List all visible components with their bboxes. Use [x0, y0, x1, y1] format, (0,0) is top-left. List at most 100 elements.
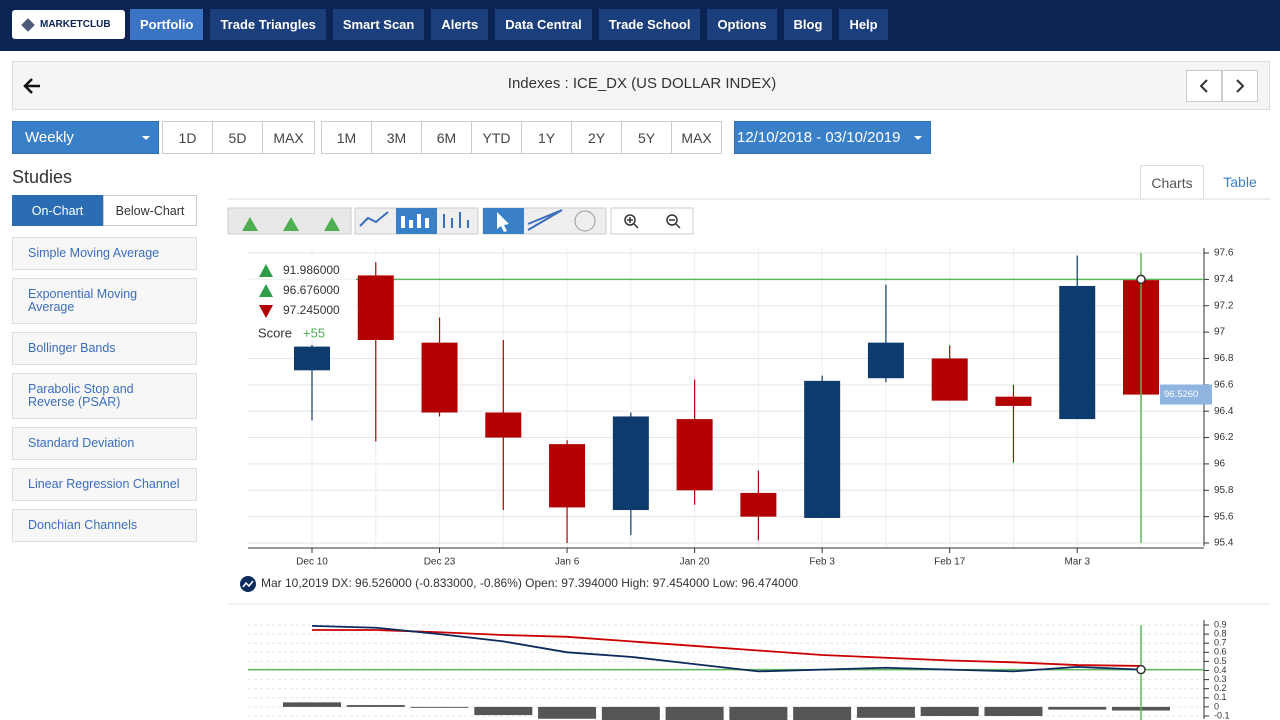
price-tag — [1160, 384, 1212, 405]
nav-item[interactable]: Trade School — [598, 9, 701, 40]
signal-icon — [259, 305, 273, 318]
range-button[interactable]: 5D — [212, 121, 263, 154]
histogram-bar — [601, 706, 660, 720]
signal-icon — [259, 264, 273, 277]
range-button[interactable]: 1M — [321, 121, 372, 154]
histogram-bar — [920, 706, 979, 716]
y-tick-label: 0.3 — [1214, 674, 1227, 684]
study-item[interactable]: Parabolic Stop and Reverse (PSAR) — [12, 373, 197, 419]
range-group: 1M 3M 6M YTD 1Y 2Y 5Y MAX — [321, 121, 722, 154]
x-tick-label: Feb 3 — [809, 557, 835, 568]
candle-body — [612, 416, 649, 511]
nav-item[interactable]: Blog — [783, 9, 833, 40]
histogram-bar — [346, 705, 405, 707]
study-list: Simple Moving Average Exponential Moving … — [12, 237, 197, 542]
range-button[interactable]: MAX — [671, 121, 722, 154]
nav-item[interactable]: Trade Triangles — [210, 9, 326, 40]
histogram-bar — [729, 706, 788, 720]
symbol-header: Indexes : ICE_DX (US DOLLAR INDEX) — [12, 61, 1270, 110]
candle-body — [421, 342, 458, 413]
nav-item[interactable]: Data Central — [495, 9, 592, 40]
logo[interactable]: MARKETCLUB — [12, 10, 125, 39]
score-label: Score — [258, 325, 292, 340]
study-item[interactable]: Standard Deviation — [12, 427, 197, 460]
chart-tools — [227, 207, 694, 235]
y-tick-label: 0.4 — [1214, 665, 1227, 675]
x-tick-label: Dec 10 — [296, 557, 328, 568]
range-button[interactable]: 1D — [162, 121, 213, 154]
histogram-bar — [410, 706, 469, 708]
candle-body — [294, 346, 330, 371]
x-tick-label: Jan 20 — [680, 557, 710, 568]
histogram-bar — [1048, 706, 1107, 710]
indicator-line — [311, 625, 1142, 673]
nav-items: Portfolio Trade Triangles Smart Scan Alerts… — [130, 9, 888, 40]
signal-icon — [259, 284, 273, 297]
study-item[interactable]: Simple Moving Average — [12, 237, 197, 270]
interval-dropdown[interactable]: Weekly — [12, 121, 159, 154]
info-line: Mar 10,2019 DX: 96.526000 (-0.833000, -0… — [240, 576, 798, 592]
x-tick-label: Feb 17 — [934, 557, 966, 568]
study-item[interactable]: Exponential Moving Average — [12, 278, 197, 324]
crosshair-dot — [1136, 664, 1146, 675]
studies-title: Studies — [12, 167, 73, 187]
study-item[interactable]: Linear Regression Channel — [12, 468, 197, 501]
x-tick-label: Mar 3 — [1064, 557, 1090, 568]
nav-item[interactable]: Smart Scan — [332, 9, 425, 40]
y-tick-label: 96 — [1214, 459, 1226, 470]
histogram-bar — [793, 706, 852, 720]
candle-body — [485, 412, 522, 438]
prev-button[interactable] — [1186, 70, 1222, 102]
candle-body — [867, 342, 904, 379]
y-tick-label: 96.6 — [1214, 379, 1234, 390]
price-label: 96.5260 — [1164, 389, 1198, 400]
study-tab[interactable]: Below-Chart — [103, 195, 197, 226]
range-button[interactable]: 6M — [421, 121, 472, 154]
view-tab[interactable]: Table — [1223, 174, 1257, 190]
histogram-bar — [665, 706, 724, 720]
range-group: 1D 5D MAX — [162, 121, 315, 154]
candle-body — [740, 492, 777, 517]
y-tick-label: 97.2 — [1214, 300, 1234, 311]
signal-value: 96.676000 — [283, 283, 340, 297]
y-tick-label: 0.9 — [1214, 619, 1227, 629]
view-tab[interactable]: Charts — [1140, 165, 1204, 199]
nav-item[interactable]: Alerts — [431, 9, 489, 40]
y-tick-label: 97.4 — [1214, 274, 1234, 285]
next-button[interactable] — [1222, 70, 1258, 102]
nav-item[interactable]: Help — [839, 9, 888, 40]
y-tick-label: 0.8 — [1214, 628, 1227, 638]
y-tick-label: 95.6 — [1214, 511, 1234, 522]
y-tick-label: 96.2 — [1214, 432, 1234, 443]
date-range-dropdown[interactable]: 12/10/2018 - 03/10/2019 — [734, 121, 931, 154]
histogram-bar — [474, 706, 533, 716]
range-button[interactable]: 5Y — [621, 121, 672, 154]
y-tick-label: 96.8 — [1214, 353, 1234, 364]
indicator-line — [312, 629, 1142, 667]
y-tick-label: 95.4 — [1214, 538, 1234, 549]
histogram-bar — [856, 706, 915, 718]
range-button[interactable]: MAX — [262, 121, 315, 154]
candle-body — [931, 358, 968, 401]
study-item[interactable]: Donchian Channels — [12, 509, 197, 542]
nav-item[interactable]: Portfolio — [130, 9, 204, 40]
x-tick-label: Jan 6 — [555, 557, 580, 568]
range-button[interactable]: YTD — [471, 121, 522, 154]
symbol-title: Indexes : ICE_DX (US DOLLAR INDEX) — [507, 75, 777, 92]
candle-body — [676, 419, 713, 491]
signal-value: 97.245000 — [283, 303, 340, 317]
y-tick-label: 0 — [1214, 701, 1219, 711]
y-tick-label: 96.4 — [1214, 406, 1234, 417]
nav-item[interactable]: Options — [707, 9, 777, 40]
range-button[interactable]: 2Y — [571, 121, 622, 154]
study-tab[interactable]: On-Chart — [12, 195, 103, 226]
y-tick-label: 97.6 — [1214, 248, 1234, 259]
study-item[interactable]: Bollinger Bands — [12, 332, 197, 365]
back-button[interactable] — [23, 77, 43, 95]
signal-value: 91.986000 — [283, 263, 340, 277]
x-tick-label: Dec 23 — [424, 557, 456, 568]
y-tick-label: 0.7 — [1214, 638, 1227, 648]
